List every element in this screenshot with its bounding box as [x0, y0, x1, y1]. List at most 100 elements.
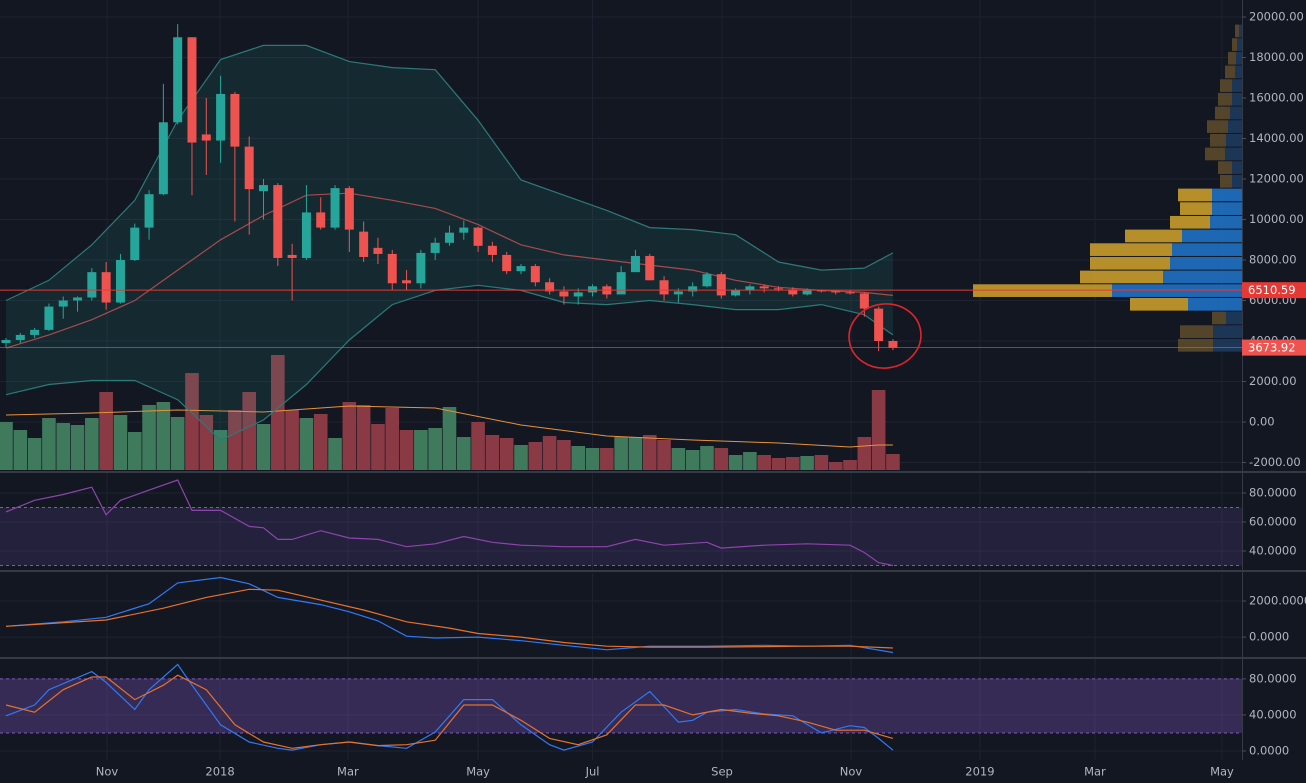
volume-profile-bar [1212, 202, 1242, 215]
candle-body [788, 289, 798, 295]
volume-bar [786, 457, 800, 470]
y-tick-label: 16000.00 [1249, 91, 1304, 105]
series-line [5, 588, 893, 649]
volume-ma [5, 405, 893, 448]
volume-bar [13, 430, 28, 470]
price-labels: 6510.59 3673.92 [1242, 282, 1306, 356]
volume-bar [886, 454, 900, 470]
volume-bar [600, 448, 614, 470]
volume-profile-bar [1180, 202, 1212, 215]
volume-bar [700, 446, 714, 470]
price-label: 6510.59 [1248, 283, 1296, 297]
candle-body [73, 297, 83, 301]
candle-body [58, 300, 68, 307]
volume-bar [27, 438, 42, 470]
volume-profile-bar [1228, 51, 1236, 65]
series-line [5, 576, 893, 654]
candle-body [831, 291, 841, 293]
volume-bar [0, 422, 13, 470]
volume-bar [557, 440, 571, 470]
annotation-circle [848, 303, 922, 369]
y-tick-label: 18000.00 [1249, 50, 1304, 64]
volume-bar [299, 418, 314, 470]
x-tick-label: Nov [96, 765, 119, 779]
volume-profile-bar [1182, 229, 1242, 243]
volume-profile-bar [1215, 106, 1230, 120]
candle-body [874, 308, 884, 341]
candle-body [30, 329, 40, 335]
volume-profile-bar [1212, 188, 1242, 202]
candle-body [144, 194, 154, 228]
volume-bar [585, 448, 600, 470]
candle-body [130, 227, 140, 261]
volume-profile-bar [1213, 338, 1242, 352]
x-tick-label: May [466, 765, 490, 779]
volume-bar [814, 455, 829, 470]
candle-body [115, 260, 125, 303]
volume-profile-bar [1220, 79, 1232, 92]
volume-bar [456, 437, 471, 470]
volume-bar [285, 410, 299, 470]
volume-bar [328, 438, 342, 470]
volume-bar [542, 436, 557, 470]
volume-profile-bar [1230, 106, 1242, 120]
volume-bar [127, 432, 142, 470]
x-tick-label: Sep [711, 765, 733, 779]
volume-profile-bar [1232, 161, 1242, 174]
last-price-box [1242, 339, 1306, 356]
volume-profile-bar [1218, 161, 1232, 174]
band-fill [0, 507, 1242, 566]
volume-profile-bar [1232, 174, 1242, 188]
volume-profile-bar [1232, 38, 1237, 51]
volume-profile-bar [1232, 92, 1242, 106]
volume-profile-bar [1226, 133, 1242, 147]
candle-body [616, 272, 626, 295]
volume-profile-bar [1180, 325, 1213, 338]
volume-bar [142, 405, 156, 470]
y-tick-label: 80.0000 [1249, 486, 1297, 500]
y-tick-label: 0.0000 [1249, 630, 1289, 644]
volume-bar [428, 428, 442, 470]
candle-body [859, 293, 869, 309]
candle-body [673, 291, 683, 295]
series-line [5, 284, 894, 441]
x-tick-label: Nov [840, 765, 863, 779]
candle-body [101, 272, 111, 303]
candle-body [588, 286, 598, 293]
volume-profile-bar [1210, 133, 1226, 147]
candle-body [330, 188, 340, 228]
series-line [5, 44, 894, 302]
volume-profile-bar [1125, 229, 1182, 243]
volume-bar [828, 462, 843, 470]
volume-bar [385, 408, 400, 470]
volume-bar [256, 424, 271, 470]
candle-body [216, 93, 226, 141]
volume-profile-bar [1205, 147, 1225, 161]
candle-body [545, 282, 555, 292]
volume-bar [170, 417, 185, 470]
volume-bar [199, 415, 214, 470]
volume-bar [642, 435, 657, 470]
volume-profile-bar [1228, 120, 1242, 133]
candle-body [473, 227, 483, 246]
candle-body [774, 288, 784, 290]
x-tick-label: May [1210, 765, 1234, 779]
candle-body [816, 290, 826, 292]
y-tick-label: 12000.00 [1249, 172, 1304, 186]
y-tick-label: 2000.0000 [1249, 594, 1306, 608]
candle-body [416, 252, 426, 284]
candle-body [645, 255, 655, 281]
volume-bar [471, 422, 485, 470]
x-tick-label: Mar [1084, 765, 1106, 779]
volume-bar [528, 442, 543, 470]
candle-body [659, 280, 669, 295]
candle-body [530, 266, 540, 283]
y-tick-label: 0.0000 [1249, 743, 1289, 757]
candle-body [1, 339, 11, 344]
candle-body [244, 146, 254, 190]
candle-body [230, 93, 240, 147]
volume-bar [213, 430, 228, 470]
volume-profile-bar [1220, 174, 1232, 188]
volume-bar [313, 414, 328, 470]
